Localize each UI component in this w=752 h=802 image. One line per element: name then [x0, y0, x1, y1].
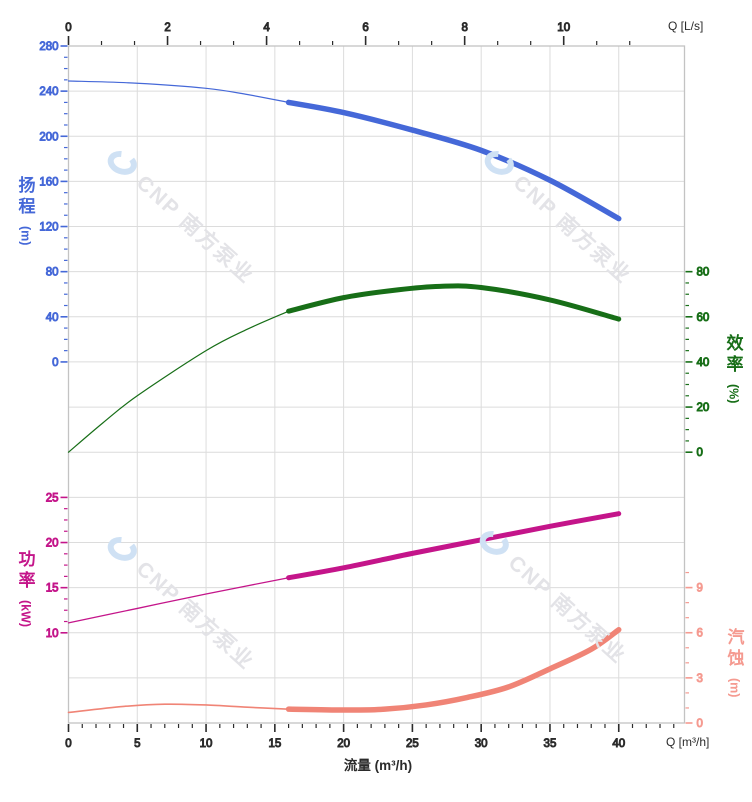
plot-border: [67, 45, 686, 724]
efficiency-curve: [67, 283, 622, 453]
npsh-tick-label: 6: [697, 628, 703, 640]
bottom-tick-label: 25: [406, 738, 419, 750]
power-tick-label: 20: [46, 538, 59, 550]
bottom-tick-label: 15: [268, 738, 281, 750]
top-tick-label: 10: [557, 22, 570, 34]
bottom-tick-label: 30: [475, 738, 488, 750]
bottom-tick-label: 0: [65, 738, 71, 750]
head-curve-thin: [67, 80, 290, 104]
top-tick-label: 6: [362, 22, 368, 34]
bottom-tick-label: 40: [612, 738, 625, 750]
power-curve-thick: [286, 511, 622, 581]
bottom-axis-title: 流量 (m³/h): [343, 758, 413, 773]
efficiency-tick-label: 80: [697, 267, 710, 279]
npsh-axis-label: 汽蚀: [724, 628, 744, 670]
top-tick-label: 0: [65, 22, 71, 34]
top-tick-label: 8: [461, 22, 467, 34]
bottom-tick-label: 5: [134, 738, 140, 750]
head-tick-label: 160: [39, 176, 58, 188]
efficiency-tick-label: 60: [697, 312, 710, 324]
head-axis-label: 扬程: [15, 176, 35, 218]
power-tick-label: 10: [46, 628, 59, 640]
head-tick-label: 40: [46, 312, 59, 324]
npsh-curve-thin: [67, 703, 290, 714]
power-tick-label: 15: [46, 583, 59, 595]
head-curve-thick: [285, 99, 622, 222]
npsh-axis-unit: (m): [727, 678, 742, 698]
head-axis: 280 240 200 160 120 80 40 0: [39, 41, 68, 369]
power-axis-label: 功率: [15, 550, 35, 592]
head-tick-label: 0: [52, 357, 58, 369]
efficiency-tick-label: 0: [697, 447, 703, 459]
top-tick-label: 4: [263, 22, 270, 34]
npsh-curve: [67, 626, 622, 714]
power-axis-unit: (kW): [18, 600, 33, 628]
head-curve: [67, 80, 622, 222]
efficiency-axis-label: 效率: [723, 334, 743, 376]
efficiency-tick-label: 20: [697, 402, 710, 414]
head-tick-label: 200: [39, 131, 58, 143]
bottom-tick-label: 35: [544, 738, 557, 750]
head-tick-label: 280: [39, 41, 58, 53]
top-axis-unit: Q [L/s]: [668, 19, 704, 33]
npsh-axis: 9 6 3 0: [685, 571, 703, 731]
efficiency-axis-title: 效率 (%): [716, 334, 750, 403]
npsh-tick-label: 3: [697, 673, 703, 685]
head-axis-unit: (m): [18, 226, 33, 246]
head-tick-label: 240: [39, 86, 58, 98]
top-tick-label: 2: [164, 22, 170, 34]
bottom-axis: 0 5 10 15 20 25 30 35 40: [65, 724, 675, 751]
npsh-tick-label: 9: [697, 583, 703, 595]
efficiency-axis: 80 60 40 20 0: [685, 266, 710, 460]
efficiency-curve-thin: [67, 310, 290, 453]
bottom-tick-label: 10: [200, 738, 213, 750]
bottom-axis-unit: Q [m³/h]: [666, 735, 710, 749]
power-tick-label: 25: [46, 492, 59, 504]
npsh-axis-title: 汽蚀 (m): [717, 628, 751, 697]
power-axis-title: 功率 (kW): [8, 550, 42, 627]
power-axis: 25 20 15 10: [45, 492, 68, 640]
power-curve-thin: [67, 577, 290, 624]
head-tick-label: 120: [39, 222, 58, 234]
top-axis: 0 2 4 6 8 10: [65, 22, 631, 45]
power-curve: [67, 511, 622, 624]
bottom-tick-label: 20: [337, 738, 350, 750]
efficiency-axis-unit: (%): [726, 384, 741, 404]
efficiency-tick-label: 40: [697, 357, 710, 369]
npsh-curve-thick: [285, 626, 622, 713]
gridlines: [68, 45, 685, 724]
head-tick-label: 80: [46, 267, 59, 279]
head-axis-title: 扬程 (m): [8, 176, 42, 245]
efficiency-curve-thick: [286, 283, 622, 322]
npsh-tick-label: 0: [697, 718, 703, 730]
